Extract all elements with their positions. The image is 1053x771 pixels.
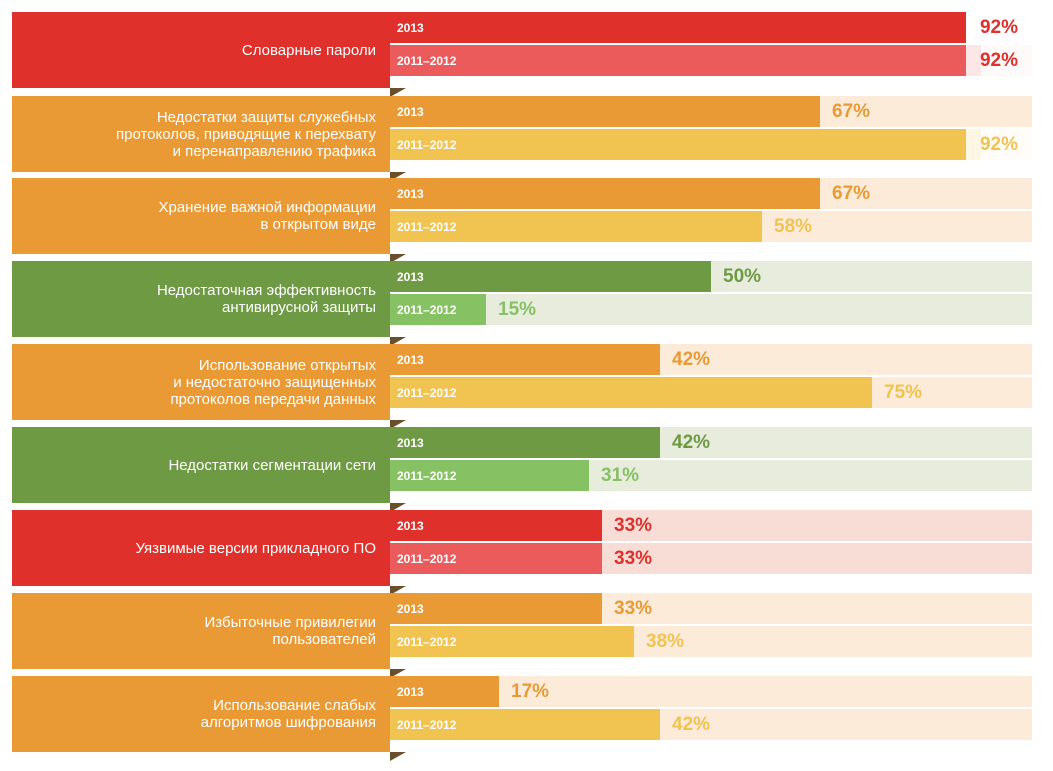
series-label: 2011–2012: [397, 385, 457, 400]
category-label: Недостаточная эффективность антивирусной…: [12, 261, 390, 337]
category-label-text: Словарные пароли: [241, 41, 376, 59]
series-label: 2013: [397, 269, 424, 284]
value-label: 38%: [646, 630, 685, 652]
bar: [390, 626, 634, 657]
category-label: Использование открытых и недостаточно за…: [12, 344, 390, 420]
series-label: 2011–2012: [397, 717, 457, 732]
value-label: 92%: [966, 45, 1032, 76]
category-label: Недостатки сегментации сети: [12, 427, 390, 503]
category-label: Избыточные привилегии пользователей: [12, 593, 390, 669]
series-label: 2013: [397, 684, 424, 699]
label-fold: [390, 337, 406, 346]
value-label: 33%: [614, 597, 653, 619]
category-label-text: Уязвимые версии прикладного ПО: [135, 539, 376, 557]
value-label: 42%: [672, 713, 711, 735]
category-label-text: Недостатки защиты служебных протоколов, …: [116, 108, 376, 160]
value-label: 31%: [601, 464, 640, 486]
bar: [390, 460, 589, 491]
series-label: 2011–2012: [397, 302, 457, 317]
label-fold: [390, 503, 406, 512]
bar: [390, 261, 711, 292]
category-label-text: Использование открытых и недостаточно за…: [170, 356, 376, 408]
bar: [390, 211, 762, 242]
label-fold: [390, 669, 406, 678]
bar-track: [390, 294, 1032, 325]
series-label: 2013: [397, 518, 424, 533]
value-label: 75%: [884, 381, 923, 403]
category-label: Недостатки защиты служебных протоколов, …: [12, 96, 390, 172]
category-label: Использование слабых алгоритмов шифрован…: [12, 676, 390, 752]
value-label: 33%: [614, 514, 653, 536]
value-label: 92%: [966, 129, 1032, 160]
label-fold: [390, 586, 406, 595]
bar: [390, 377, 872, 408]
series-label: 2013: [397, 352, 424, 367]
bar: [390, 709, 660, 740]
series-label: 2011–2012: [397, 137, 457, 152]
category-label: Хранение важной информации в открытом ви…: [12, 178, 390, 254]
value-label: 42%: [672, 431, 711, 453]
value-label: 58%: [774, 215, 813, 237]
bar: [390, 129, 981, 160]
category-label: Словарные пароли: [12, 12, 390, 88]
series-label: 2013: [397, 601, 424, 616]
bar: [390, 344, 660, 375]
category-label-text: Недостатки сегментации сети: [168, 456, 376, 474]
series-label: 2013: [397, 20, 424, 35]
series-label: 2013: [397, 435, 424, 450]
value-label: 42%: [672, 348, 711, 370]
series-label: 2013: [397, 104, 424, 119]
label-fold: [390, 254, 406, 263]
bar: [390, 676, 499, 707]
category-label-text: Хранение важной информации в открытом ви…: [158, 199, 376, 233]
series-label: 2011–2012: [397, 634, 457, 649]
label-fold: [390, 752, 406, 761]
category-label-text: Недостаточная эффективность антивирусной…: [156, 282, 376, 316]
bar: [390, 510, 602, 541]
value-label: 67%: [832, 182, 871, 204]
value-label: 92%: [966, 12, 1032, 43]
category-label-text: Использование слабых алгоритмов шифрован…: [200, 697, 376, 731]
category-label-text: Избыточные привилегии пользователей: [204, 614, 376, 648]
bar: [390, 294, 486, 325]
label-fold: [390, 88, 406, 97]
value-label: 50%: [723, 265, 762, 287]
bar: [390, 96, 820, 127]
value-label: 67%: [832, 100, 871, 122]
label-fold: [390, 172, 406, 181]
category-label: Уязвимые версии прикладного ПО: [12, 510, 390, 586]
value-label: 15%: [498, 298, 537, 320]
series-label: 2013: [397, 186, 424, 201]
label-fold: [390, 420, 406, 429]
series-label: 2011–2012: [397, 468, 457, 483]
bar: [390, 12, 981, 43]
value-label: 33%: [614, 547, 653, 569]
bar: [390, 45, 981, 76]
bar: [390, 178, 820, 209]
value-label: 17%: [511, 680, 550, 702]
series-label: 2011–2012: [397, 219, 457, 234]
bar: [390, 543, 602, 574]
bar: [390, 427, 660, 458]
series-label: 2011–2012: [397, 551, 457, 566]
series-label: 2011–2012: [397, 53, 457, 68]
bar: [390, 593, 602, 624]
